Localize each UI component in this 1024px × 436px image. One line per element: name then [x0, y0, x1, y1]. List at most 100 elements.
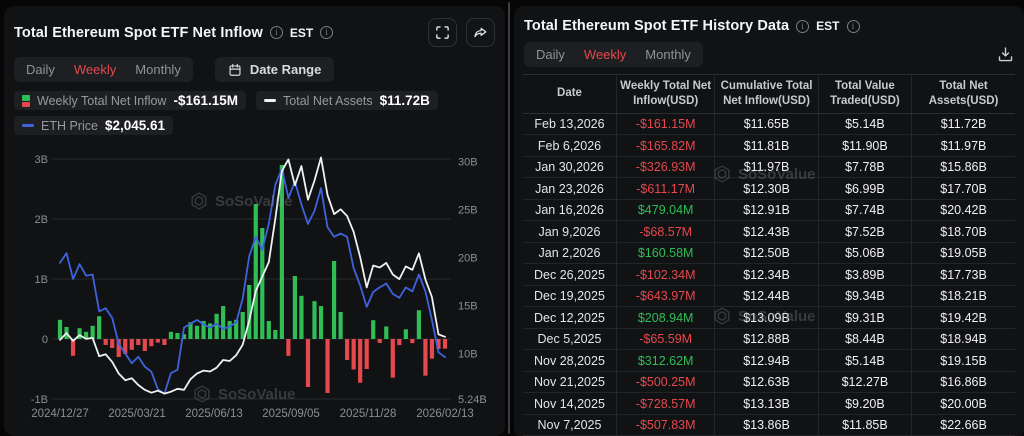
- value-cell: $18.70B: [911, 220, 1015, 243]
- blue-line-icon: [22, 124, 34, 127]
- tab-weekly[interactable]: Weekly: [73, 62, 117, 77]
- table-row: Dec 26,2025 -$102.34M $12.34B $3.89B $17.73B: [523, 263, 1015, 286]
- svg-text:-1B: -1B: [31, 394, 48, 406]
- date-cell: Jan 23,2026: [523, 177, 617, 200]
- table-panel-header: Total Ethereum Spot ETF History Data i E…: [514, 6, 1024, 34]
- inflow-assets-eth-chart[interactable]: 3B 2B 1B 0 -1B 30B 25B 20B 15B 10B 5.24B 2024/12/27…: [4, 134, 505, 434]
- column-header-net-assets[interactable]: Total Net Assets(USD): [911, 74, 1015, 114]
- value-cell: $5.14B: [817, 113, 912, 136]
- value-cell: $12.43B: [714, 220, 819, 243]
- svg-text:30B: 30B: [458, 156, 478, 168]
- value-cell: $5.14B: [817, 349, 912, 372]
- value-cell: $12.94B: [714, 349, 819, 372]
- chart-header-actions: [428, 18, 495, 47]
- value-cell: $312.62M: [615, 349, 715, 372]
- panel-divider[interactable]: [508, 2, 510, 434]
- tab-weekly[interactable]: Weekly: [583, 47, 627, 62]
- table-row: Dec 5,2025 -$65.59M $12.88B $8.44B $18.94B: [523, 328, 1015, 351]
- tab-daily[interactable]: Daily: [536, 47, 565, 62]
- svg-text:2025/03/21: 2025/03/21: [108, 408, 166, 420]
- legend-total-net-assets[interactable]: Total Net Assets $11.72B: [256, 91, 438, 110]
- history-table-body: Feb 13,2026 -$161.15M $11.65B $5.14B $11.72B…: [523, 113, 1015, 436]
- date-cell: Nov 28,2025: [523, 349, 617, 372]
- value-cell: -$500.25M: [615, 371, 715, 394]
- net-inflow-chart-panel: Total Ethereum Spot ETF Net Inflow i EST…: [4, 6, 505, 436]
- date-cell: Jan 9,2026: [523, 220, 617, 243]
- legend-value: -$161.15M: [173, 93, 239, 108]
- value-cell: $208.94M: [615, 306, 715, 329]
- value-cell: $9.20B: [817, 392, 912, 415]
- value-cell: $15.86B: [911, 156, 1015, 179]
- chart-frequency-tabs: Daily Weekly Monthly: [14, 57, 193, 82]
- bar-series-icon: [22, 94, 30, 107]
- title-info-icon[interactable]: i: [269, 26, 283, 39]
- value-cell: $9.34B: [817, 285, 912, 308]
- column-header-weekly-inflow[interactable]: Weekly Total Net Inflow(USD): [615, 74, 715, 114]
- legend-label: Total Net Assets: [283, 93, 373, 108]
- date-range-button[interactable]: Date Range: [214, 57, 335, 82]
- table-row: Nov 28,2025 $312.62M $12.94B $5.14B $19.15B: [523, 349, 1015, 372]
- value-cell: -$68.57M: [615, 220, 715, 243]
- table-row: Jan 23,2026 -$611.17M $12.30B $6.99B $17.70B: [523, 177, 1015, 200]
- title-info-icon[interactable]: i: [796, 19, 810, 33]
- table-frequency-tabs: Daily Weekly Monthly: [524, 42, 703, 67]
- fullscreen-button[interactable]: [428, 18, 457, 47]
- legend-eth-price[interactable]: ETH Price $2,045.61: [14, 116, 174, 135]
- table-row: Dec 19,2025 -$643.97M $12.44B $9.34B $18.21B: [523, 285, 1015, 308]
- value-cell: $22.66B: [911, 414, 1015, 436]
- value-cell: $12.63B: [714, 371, 819, 394]
- value-cell: $13.13B: [714, 392, 819, 415]
- value-cell: -$728.57M: [615, 392, 715, 415]
- legend-value: $11.72B: [379, 93, 430, 108]
- table-row: Feb 6,2026 -$165.82M $11.81B $11.90B $11.97B: [523, 134, 1015, 157]
- value-cell: $5.06B: [817, 242, 912, 265]
- share-button[interactable]: [466, 18, 495, 47]
- value-cell: $12.34B: [714, 263, 819, 286]
- value-cell: $7.78B: [817, 156, 912, 179]
- table-header-row: Date Weekly Total Net Inflow(USD) Cumula…: [523, 74, 1015, 114]
- download-button[interactable]: [997, 46, 1014, 63]
- value-cell: $16.86B: [911, 371, 1015, 394]
- tab-daily[interactable]: Daily: [26, 62, 55, 77]
- column-header-cumulative-inflow[interactable]: Cumulative Total Net Inflow(USD): [714, 74, 819, 114]
- svg-text:2B: 2B: [35, 214, 48, 226]
- column-header-date[interactable]: Date: [523, 74, 617, 114]
- value-cell: $13.09B: [714, 306, 819, 329]
- legend-weekly-net-inflow[interactable]: Weekly Total Net Inflow -$161.15M: [14, 91, 247, 110]
- chart-panel-header: Total Ethereum Spot ETF Net Inflow i EST…: [4, 6, 505, 47]
- column-header-value-traded[interactable]: Total Value Traded(USD): [817, 74, 912, 114]
- value-cell: $11.65B: [714, 113, 819, 136]
- share-icon: [474, 27, 487, 38]
- est-label: EST: [289, 25, 314, 40]
- svg-text:2026/02/13: 2026/02/13: [416, 408, 474, 420]
- value-cell: $17.73B: [911, 263, 1015, 286]
- value-cell: $12.50B: [714, 242, 819, 265]
- svg-text:2025/11/28: 2025/11/28: [340, 408, 397, 420]
- chart-legend: Weekly Total Net Inflow -$161.15M Total …: [14, 91, 495, 135]
- svg-text:2025/09/05: 2025/09/05: [262, 408, 320, 420]
- value-cell: $20.42B: [911, 199, 1015, 222]
- value-cell: $12.91B: [714, 199, 819, 222]
- calendar-icon: [229, 63, 241, 76]
- fullscreen-icon: [436, 26, 449, 39]
- svg-text:20B: 20B: [458, 252, 478, 264]
- date-cell: Nov 14,2025: [523, 392, 617, 415]
- est-info-icon[interactable]: i: [320, 26, 334, 39]
- date-range-label: Date Range: [249, 62, 322, 77]
- download-icon: [998, 47, 1013, 62]
- svg-text:15B: 15B: [458, 300, 478, 312]
- est-label: EST: [816, 19, 840, 33]
- svg-text:3B: 3B: [35, 154, 48, 166]
- tab-monthly[interactable]: Monthly: [645, 47, 691, 62]
- value-cell: -$102.34M: [615, 263, 715, 286]
- value-cell: $11.97B: [714, 156, 819, 179]
- value-cell: $12.44B: [714, 285, 819, 308]
- value-cell: $12.30B: [714, 177, 819, 200]
- table-row: Feb 13,2026 -$161.15M $11.65B $5.14B $11.72B: [523, 113, 1015, 136]
- tab-monthly[interactable]: Monthly: [135, 62, 181, 77]
- date-cell: Nov 21,2025: [523, 371, 617, 394]
- est-info-icon[interactable]: i: [846, 19, 860, 33]
- svg-text:2025/06/13: 2025/06/13: [185, 408, 243, 420]
- chart-panel-title: Total Ethereum Spot ETF Net Inflow: [14, 24, 263, 41]
- value-cell: -$643.97M: [615, 285, 715, 308]
